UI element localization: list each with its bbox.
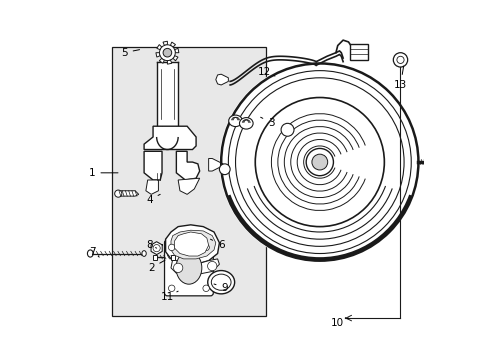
Polygon shape [171,230,215,259]
Circle shape [305,148,333,176]
Polygon shape [162,126,176,139]
Circle shape [168,285,175,292]
Polygon shape [163,41,167,45]
Circle shape [440,158,448,166]
Circle shape [173,263,183,273]
Circle shape [396,56,403,63]
Polygon shape [167,60,171,64]
Circle shape [203,244,209,251]
Text: 3: 3 [260,117,274,128]
Circle shape [203,285,209,292]
Ellipse shape [142,251,146,256]
Circle shape [281,123,293,136]
Circle shape [115,190,122,197]
Text: 9: 9 [214,283,227,293]
Ellipse shape [176,252,202,284]
Circle shape [207,261,217,271]
Polygon shape [174,48,179,53]
Polygon shape [144,126,196,149]
Circle shape [311,154,327,170]
Circle shape [163,48,171,57]
Text: 1: 1 [89,168,118,178]
Bar [153,255,156,260]
Polygon shape [174,232,208,256]
Bar [112,47,265,316]
Circle shape [219,62,419,262]
Polygon shape [176,151,199,180]
Circle shape [219,164,230,175]
FancyBboxPatch shape [164,240,213,296]
Ellipse shape [211,274,230,290]
Text: 10: 10 [330,318,348,328]
Text: 11: 11 [161,291,178,302]
Circle shape [153,244,160,252]
Polygon shape [156,53,160,57]
Polygon shape [151,242,162,255]
Bar [156,62,178,126]
Ellipse shape [228,115,242,127]
Ellipse shape [239,118,253,129]
Polygon shape [117,191,139,196]
Polygon shape [165,225,219,264]
Circle shape [159,45,175,60]
Polygon shape [157,45,162,50]
Polygon shape [178,178,199,194]
Text: 2: 2 [148,260,164,273]
Bar [349,44,367,60]
Polygon shape [215,74,228,85]
Text: 12: 12 [257,67,274,77]
Text: 5: 5 [121,48,139,58]
Circle shape [255,98,384,226]
Ellipse shape [207,271,234,294]
Ellipse shape [87,250,93,257]
Polygon shape [144,151,162,180]
Text: 7: 7 [89,247,99,257]
Polygon shape [208,158,223,171]
Polygon shape [159,58,164,63]
Circle shape [168,244,175,251]
Text: 4: 4 [146,194,160,205]
Polygon shape [170,42,175,47]
Bar [171,255,174,260]
Text: 8: 8 [146,239,156,249]
Text: 6: 6 [210,239,224,249]
Text: 13: 13 [393,66,407,90]
Polygon shape [145,180,158,194]
Polygon shape [173,56,178,61]
Circle shape [392,53,407,67]
Polygon shape [171,259,219,275]
